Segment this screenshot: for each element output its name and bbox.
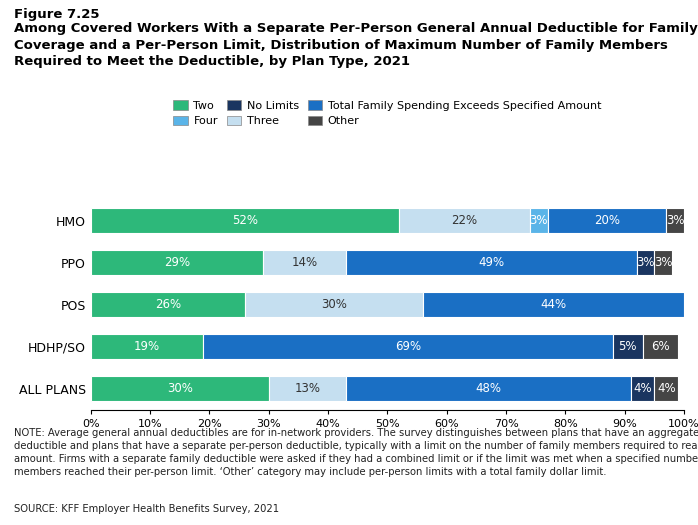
Text: 4%: 4% bbox=[633, 382, 652, 395]
Bar bbox=[399, 208, 530, 233]
Text: 19%: 19% bbox=[134, 340, 160, 353]
Bar bbox=[91, 250, 262, 275]
Bar bbox=[91, 208, 399, 233]
Text: 48%: 48% bbox=[475, 382, 501, 395]
Bar bbox=[269, 376, 346, 401]
Text: 5%: 5% bbox=[618, 340, 637, 353]
Text: SOURCE: KFF Employer Health Benefits Survey, 2021: SOURCE: KFF Employer Health Benefits Sur… bbox=[14, 504, 279, 514]
Bar bbox=[547, 208, 666, 233]
Legend: Two, Four, No Limits, Three, Total Family Spending Exceeds Specified Amount, Oth: Two, Four, No Limits, Three, Total Famil… bbox=[169, 96, 606, 131]
Bar bbox=[204, 334, 613, 359]
Text: 29%: 29% bbox=[164, 256, 190, 269]
Bar bbox=[346, 250, 637, 275]
Bar bbox=[423, 292, 684, 317]
Text: Among Covered Workers With a Separate Per-Person General Annual Deductible for F: Among Covered Workers With a Separate Pe… bbox=[14, 22, 698, 68]
Bar bbox=[655, 250, 672, 275]
Text: 3%: 3% bbox=[529, 214, 548, 227]
Text: 13%: 13% bbox=[295, 382, 320, 395]
Text: 20%: 20% bbox=[594, 214, 620, 227]
Bar bbox=[245, 292, 423, 317]
Bar bbox=[631, 376, 655, 401]
Text: 14%: 14% bbox=[291, 256, 318, 269]
Bar bbox=[91, 376, 269, 401]
Bar bbox=[642, 334, 678, 359]
Text: NOTE: Average general annual deductibles are for in-network providers. The surve: NOTE: Average general annual deductibles… bbox=[14, 428, 698, 477]
Text: 30%: 30% bbox=[167, 382, 193, 395]
Text: 3%: 3% bbox=[666, 214, 685, 227]
Bar bbox=[91, 292, 245, 317]
Bar bbox=[530, 208, 547, 233]
Bar bbox=[655, 376, 678, 401]
Text: 6%: 6% bbox=[651, 340, 669, 353]
Bar bbox=[262, 250, 346, 275]
Text: 3%: 3% bbox=[654, 256, 673, 269]
Text: 22%: 22% bbox=[452, 214, 477, 227]
Bar bbox=[666, 208, 684, 233]
Text: 30%: 30% bbox=[321, 298, 347, 311]
Bar bbox=[613, 334, 642, 359]
Text: 49%: 49% bbox=[478, 256, 504, 269]
Text: 26%: 26% bbox=[155, 298, 181, 311]
Text: Figure 7.25: Figure 7.25 bbox=[14, 8, 99, 21]
Text: 52%: 52% bbox=[232, 214, 258, 227]
Bar bbox=[346, 376, 631, 401]
Bar bbox=[91, 334, 204, 359]
Text: 3%: 3% bbox=[636, 256, 655, 269]
Text: 4%: 4% bbox=[657, 382, 676, 395]
Text: 44%: 44% bbox=[540, 298, 567, 311]
Text: 69%: 69% bbox=[395, 340, 421, 353]
Bar bbox=[637, 250, 655, 275]
